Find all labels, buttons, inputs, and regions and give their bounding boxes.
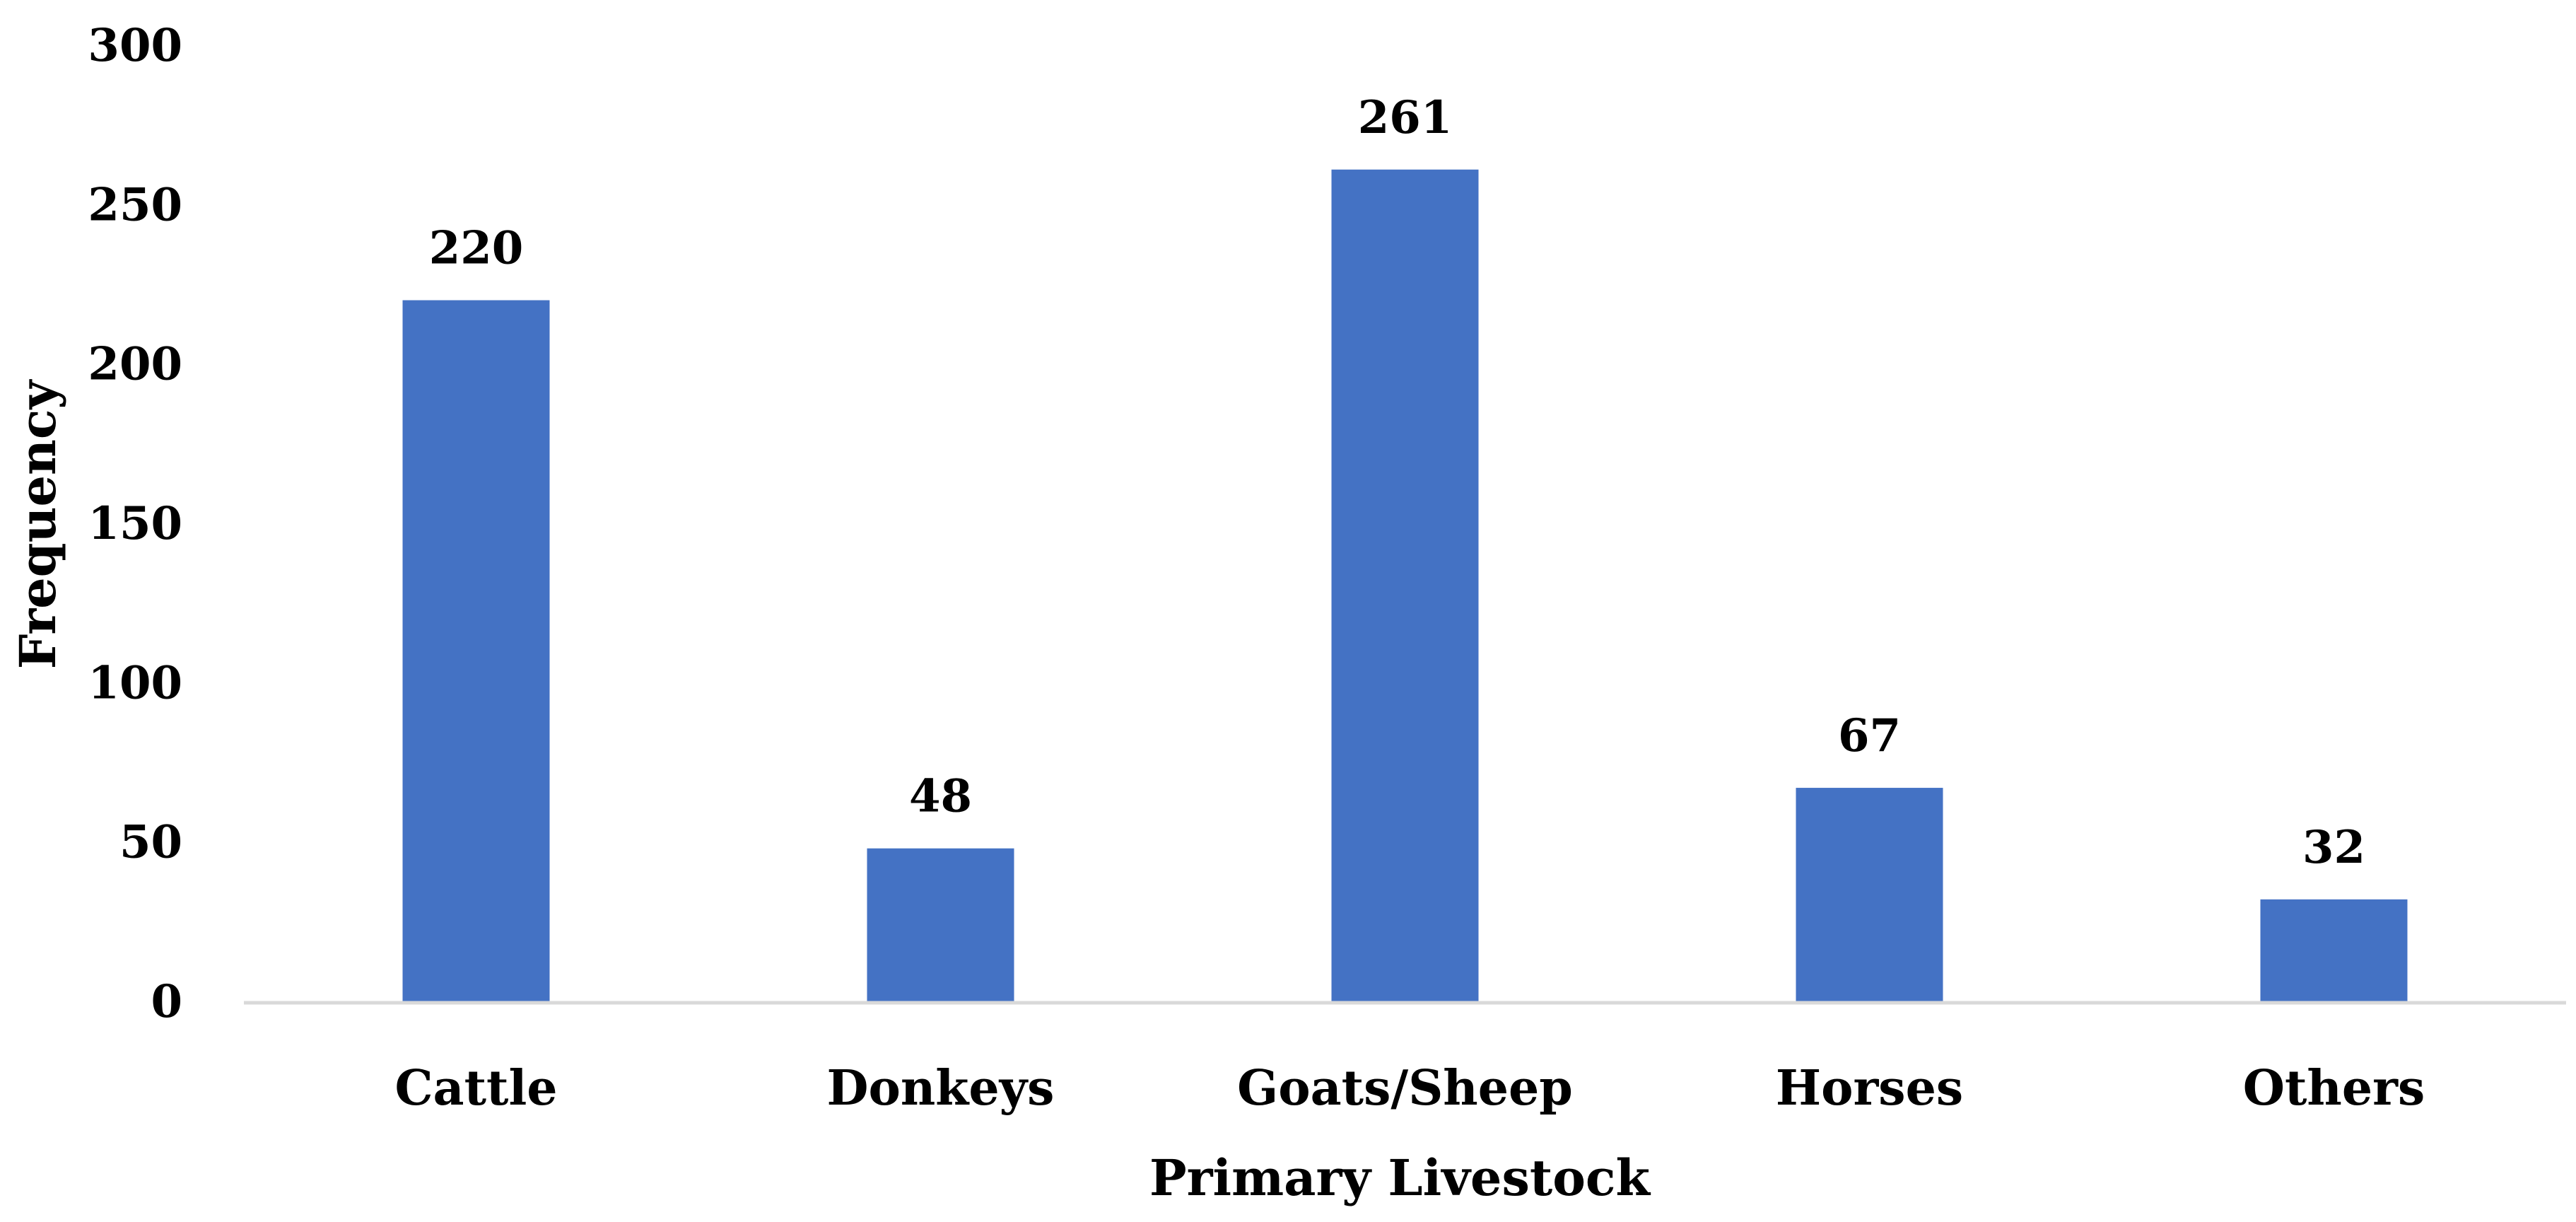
x-tick-label: Donkeys [827, 1060, 1055, 1117]
bar-donkeys [867, 848, 1014, 1001]
bar-goats-sheep [1331, 169, 1479, 1001]
x-axis-title: Primary Livestock [1149, 1148, 1651, 1207]
data-label: 67 [1838, 709, 1901, 762]
y-tick-label: 200 [88, 338, 182, 391]
data-label: 32 [2302, 821, 2365, 874]
y-tick-label: 150 [88, 497, 182, 550]
x-tick-label: Horses [1776, 1060, 1963, 1117]
bar-others [2260, 899, 2408, 1001]
y-axis-title: Frequency [8, 378, 67, 669]
y-tick-label: 100 [88, 656, 182, 709]
bar-horses [1796, 788, 1943, 1001]
bars-group [402, 169, 2408, 1001]
x-tick-label: Goats/Sheep [1237, 1060, 1573, 1117]
x-axis-labels: Cattle Donkeys Goats/Sheep Horses Others [394, 1060, 2425, 1117]
data-label: 48 [909, 770, 972, 823]
y-tick-label: 250 [88, 178, 182, 231]
y-tick-label: 300 [88, 19, 182, 72]
data-label: 220 [429, 222, 524, 275]
x-tick-label: Cattle [394, 1060, 557, 1117]
data-labels-group: 220 48 261 67 32 [429, 91, 2365, 874]
bar-cattle [402, 300, 550, 1001]
x-tick-label: Others [2243, 1060, 2425, 1117]
data-label: 261 [1358, 91, 1453, 144]
y-axis-ticks: 0 50 100 150 200 250 300 [88, 19, 182, 1028]
y-tick-label: 0 [151, 975, 182, 1028]
y-tick-label: 50 [119, 816, 182, 869]
